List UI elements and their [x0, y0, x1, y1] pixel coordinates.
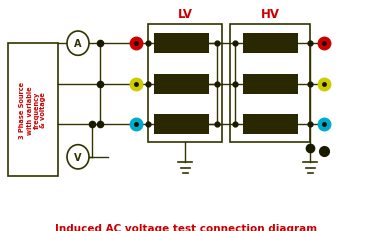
- Text: Induced AC voltage test connection diagram: Induced AC voltage test connection diagr…: [55, 223, 317, 231]
- Text: 3 Phase Source
with variable
frequency
& voltage: 3 Phase Source with variable frequency &…: [19, 82, 46, 138]
- Bar: [154, 75, 208, 94]
- Text: A: A: [74, 39, 82, 49]
- Circle shape: [67, 145, 89, 169]
- Bar: [154, 34, 208, 54]
- Bar: [154, 114, 208, 134]
- Text: LV: LV: [177, 8, 192, 21]
- Text: HV: HV: [260, 8, 279, 21]
- Bar: [243, 114, 298, 134]
- Bar: [243, 34, 298, 54]
- Bar: [148, 25, 222, 143]
- Bar: [230, 25, 310, 143]
- Bar: [243, 75, 298, 94]
- Text: V: V: [74, 152, 82, 162]
- Circle shape: [67, 32, 89, 56]
- Bar: [8, 44, 58, 176]
